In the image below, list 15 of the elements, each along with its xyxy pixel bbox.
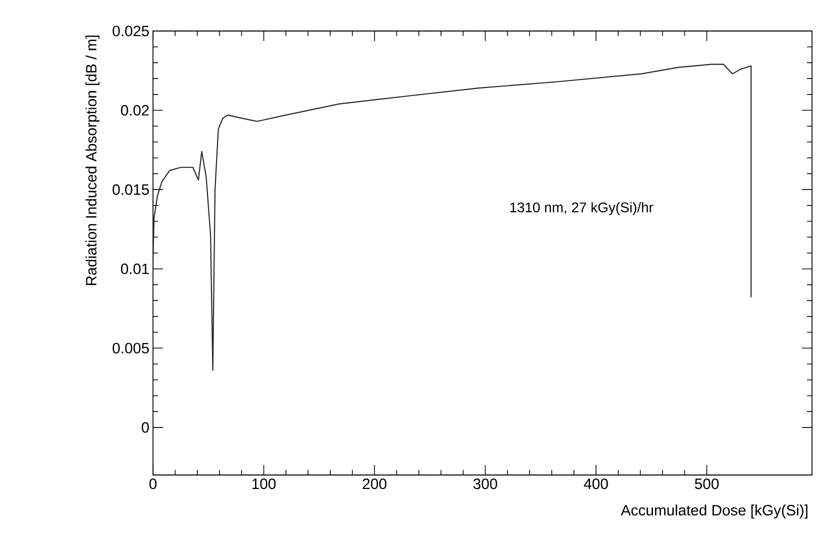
y-tick-label: 0.01 [120,264,149,274]
annotation: 1310 nm, 27 kGy(Si)/hr [510,202,654,216]
y-tick-label: 0.005 [112,342,149,354]
x-axis-title: Accumulated Dose [kGy(Si)] [620,504,808,518]
x-tick-label: 200 [362,478,386,490]
y-tick-label: 0.02 [120,104,149,116]
x-tick-label: 0 [149,478,157,490]
y-tick-label: 0.025 [112,26,149,36]
x-tick-label: 300 [473,478,498,490]
x-tick-label: 400 [584,478,608,490]
x-tick-label: 500 [694,478,719,490]
y-tick-label: 0 [142,422,149,433]
y-tick-label: 0.015 [112,184,149,195]
y-axis-title: Radiation Induced Absorption [dB / m] [86,36,100,286]
x-tick-label: 100 [252,478,276,490]
